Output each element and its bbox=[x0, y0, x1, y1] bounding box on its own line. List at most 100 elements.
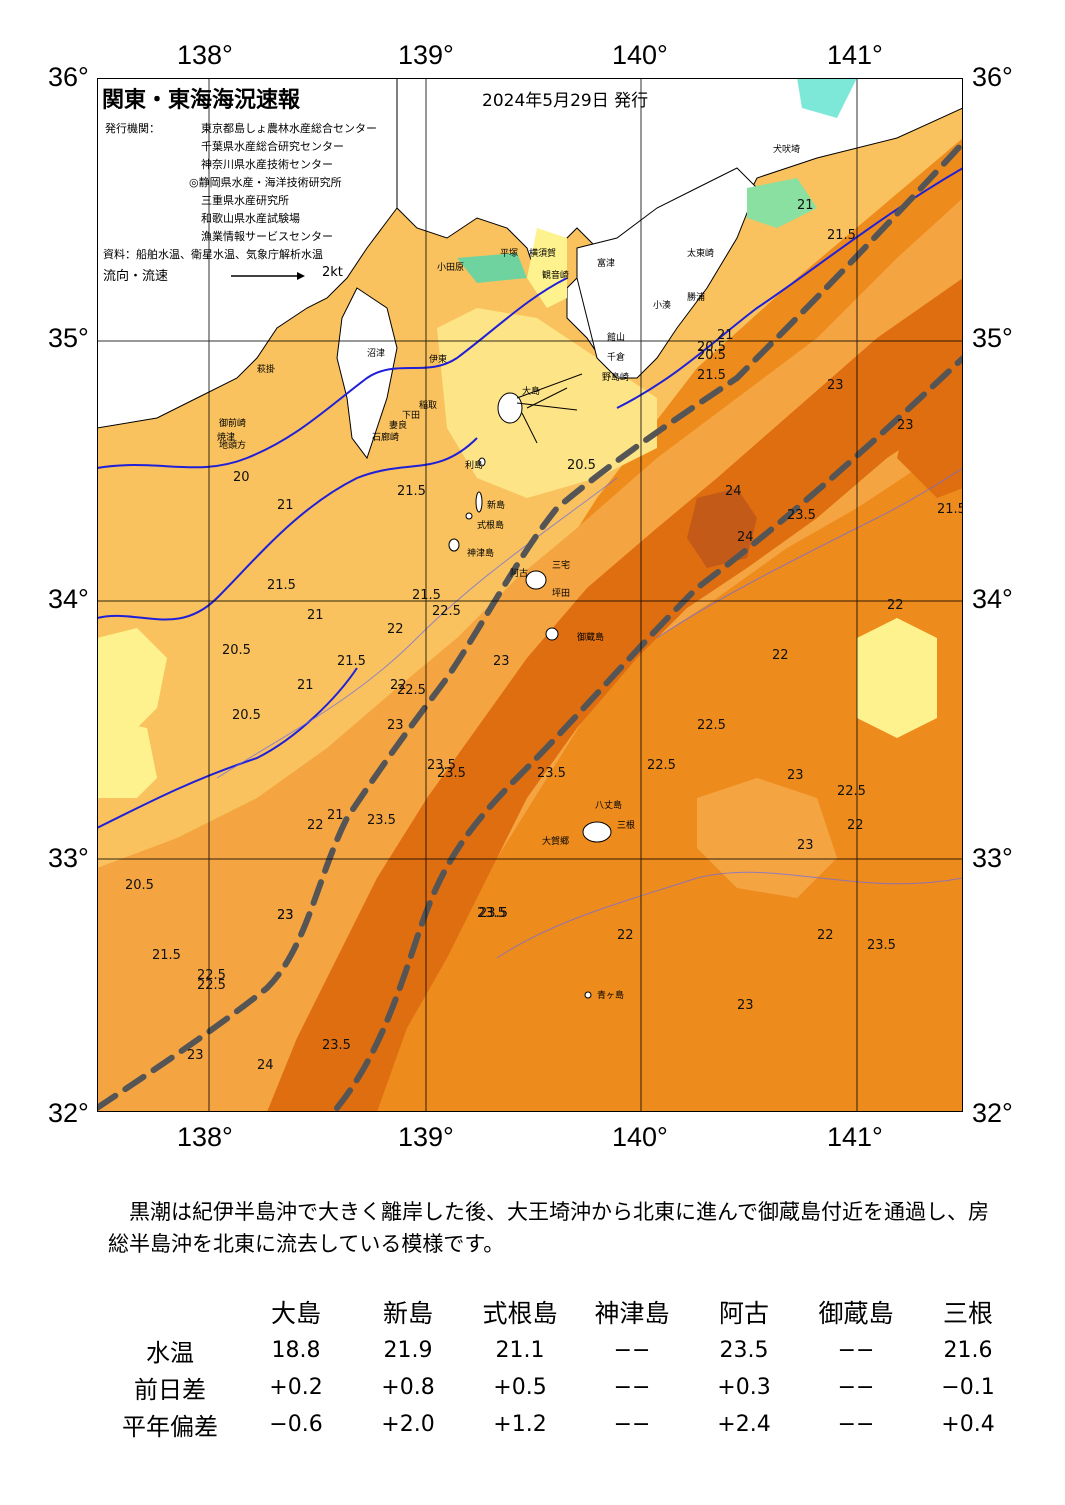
table-row: 前日差 +0.2 +0.8 +0.5 −− +0.3 −− −0.1 bbox=[100, 1369, 1024, 1406]
table-cell: +2.0 bbox=[381, 1412, 435, 1437]
place-ako: 阿古 bbox=[510, 569, 529, 579]
row-label-day-diff: 前日差 bbox=[134, 1376, 206, 1404]
contour-label: 20.5 bbox=[697, 340, 726, 355]
contour-label: 23.5 bbox=[537, 766, 566, 781]
island-kozushima bbox=[448, 538, 460, 552]
contour-label: 21.5 bbox=[152, 948, 181, 963]
situation-comment: 黒潮は紀伊半島沖で大きく離岸した後、大王埼沖から北東に進んで御蔵島付近を通過し、… bbox=[108, 1200, 989, 1256]
place-shikinejima: 式根島 bbox=[477, 521, 505, 531]
column-mikurajima: 御蔵島 bbox=[818, 1299, 894, 1328]
isotherm-21-boso bbox=[616, 167, 963, 409]
place-miyake: 三宅 bbox=[552, 561, 571, 571]
contour-label: 21.5 bbox=[827, 228, 856, 243]
lat-label-36-right: 36° bbox=[972, 62, 1013, 92]
place-omaezaki: 御前崎 bbox=[219, 419, 247, 429]
contour-label: 23 bbox=[827, 378, 844, 393]
contour-label: 23.5 bbox=[479, 906, 508, 921]
contour-label: 23 bbox=[787, 768, 804, 783]
place-mikurajima: 御蔵島 bbox=[577, 633, 605, 643]
contour-label: 21 bbox=[717, 328, 734, 343]
table-cell: −0.1 bbox=[941, 1375, 995, 1400]
issuer-item: 三重県水産研究所 bbox=[201, 194, 289, 207]
issuer-item: 和歌山県水産試験場 bbox=[201, 212, 300, 225]
island-temperature-table: 大島 新島 式根島 神津島 阿古 御蔵島 三根 水温 18.8 21.9 21.… bbox=[100, 1292, 1024, 1443]
place-shimoda: 下田 bbox=[402, 411, 421, 421]
isotherm-20-north bbox=[97, 277, 568, 469]
table-header-row: 大島 新島 式根島 神津島 阿古 御蔵島 三根 bbox=[100, 1292, 1024, 1332]
table-cell: −− bbox=[837, 1412, 875, 1437]
contour-label: 20.5 bbox=[125, 878, 154, 893]
contour-label: 22 bbox=[817, 928, 834, 943]
current-arrow-2 bbox=[516, 402, 578, 411]
place-hagikake: 萩掛 bbox=[257, 365, 276, 375]
table-cell: −0.6 bbox=[269, 1412, 323, 1437]
place-toshima: 利島 bbox=[465, 461, 484, 471]
lon-label-138-top: 138° bbox=[177, 40, 233, 70]
contour-label: 20.5 bbox=[232, 708, 261, 723]
current-arrow-4 bbox=[526, 387, 568, 409]
place-irozaki: 石廊崎 bbox=[372, 433, 400, 443]
issuer-item: 漁業情報サービスセンター bbox=[201, 230, 333, 243]
isotherm-lines bbox=[97, 167, 963, 829]
contour-label: 21.5 bbox=[337, 654, 366, 669]
map-title: 関東・東海海況速報 bbox=[102, 88, 301, 113]
flow-legend-scale: 2kt bbox=[322, 265, 343, 280]
column-mitsune: 三根 bbox=[942, 1299, 993, 1328]
table-cell: −− bbox=[613, 1338, 651, 1363]
place-numazu: 沼津 bbox=[367, 349, 386, 359]
contour-label: 22.5 bbox=[397, 683, 426, 698]
column-ako: 阿古 bbox=[718, 1299, 769, 1328]
island-shikinejima bbox=[465, 512, 473, 520]
contour-label: 23.5 bbox=[477, 906, 506, 921]
place-oshima: 大島 bbox=[522, 387, 541, 397]
contour-label: 21 bbox=[297, 678, 314, 693]
issuer-item: ◎静岡県水産・海洋技術研究所 bbox=[189, 176, 342, 189]
lon-label-140-bottom: 140° bbox=[612, 1122, 668, 1152]
land-miura bbox=[527, 228, 567, 308]
place-chikura: 千倉 bbox=[607, 353, 626, 363]
contour-label: 22.5 bbox=[697, 718, 726, 733]
contour-label: 21 bbox=[327, 808, 344, 823]
place-katsuura: 勝浦 bbox=[687, 293, 706, 303]
table-cell: +0.3 bbox=[717, 1375, 771, 1400]
kuroshio-axis-main bbox=[97, 140, 963, 1111]
land-boso-peninsula bbox=[576, 167, 758, 379]
table-cell: +0.4 bbox=[941, 1412, 995, 1437]
contour-label: 24 bbox=[725, 484, 742, 499]
zone-22-south-east bbox=[697, 778, 837, 898]
place-tateyama: 館山 bbox=[607, 333, 626, 343]
contour-label: 23 bbox=[897, 418, 914, 433]
place-jitokata: 地頭方 bbox=[219, 441, 247, 451]
column-shikinejima: 式根島 bbox=[482, 1299, 558, 1328]
contour-label: 20.5 bbox=[697, 348, 726, 363]
lat-label-35-right: 35° bbox=[972, 323, 1013, 353]
land-green-chiba bbox=[747, 178, 817, 228]
table-cell: −− bbox=[837, 1375, 875, 1400]
contour-label: 21.5 bbox=[267, 578, 296, 593]
place-kannonzaki: 観音崎 bbox=[542, 271, 570, 281]
data-source: 資料：船舶水温、衛星水温、気象庁解析水温 bbox=[103, 248, 323, 261]
issuer-item: 東京都島しょ農林水産総合センター bbox=[201, 122, 377, 135]
table-cell: −− bbox=[837, 1338, 875, 1363]
place-taito: 太東崎 bbox=[687, 249, 715, 259]
contour-label: 23 bbox=[387, 718, 404, 733]
contour-label: 23 bbox=[277, 908, 294, 923]
graticule bbox=[97, 78, 963, 1112]
contour-label: 20 bbox=[233, 470, 250, 485]
island-aogashima bbox=[584, 991, 592, 999]
place-okago: 大賀郷 bbox=[542, 837, 570, 847]
island-niijima bbox=[475, 491, 483, 513]
lat-label-32-left: 32° bbox=[48, 1098, 89, 1128]
row-label-water-temp: 水温 bbox=[146, 1339, 194, 1367]
place-aogashima: 青ヶ島 bbox=[597, 991, 625, 1001]
lat-label-33-left: 33° bbox=[48, 843, 89, 873]
place-mera: 妻良 bbox=[389, 421, 408, 431]
place-kozushima: 神津島 bbox=[467, 549, 495, 559]
place-odawara: 小田原 bbox=[437, 263, 465, 273]
contour-label: 22 bbox=[307, 818, 324, 833]
lat-label-32-right: 32° bbox=[972, 1098, 1013, 1128]
contour-label: 23.5 bbox=[787, 508, 816, 523]
place-kominato: 小湊 bbox=[653, 301, 672, 311]
island-miyake bbox=[525, 570, 547, 590]
contour-label: 21.5 bbox=[412, 588, 441, 603]
